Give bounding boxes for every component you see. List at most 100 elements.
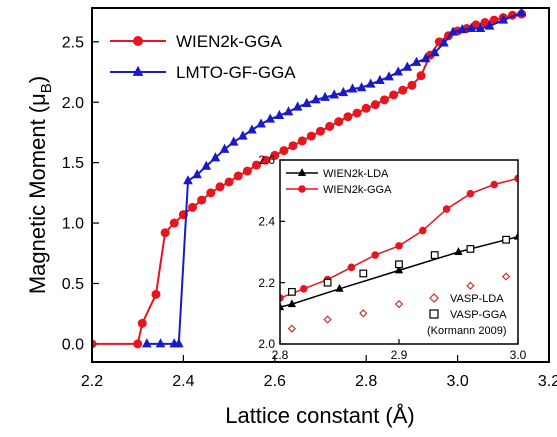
data-point-lmto-gf-gga [247,124,257,134]
data-point-lmto-gf-gga [301,97,312,107]
data-point-wien2k-gga [370,100,380,110]
data-point-wien2k-lda [287,299,297,308]
inset-legend-marker-wien2k-lda [297,168,307,176]
data-point-wien2k-gga [169,218,179,228]
data-point-vasp-lda [359,309,368,318]
data-point-wien2k-gga [252,160,262,170]
data-point-vasp-lda [466,281,475,290]
data-point-wien2k-gga [407,80,417,90]
data-point-lmto-gf-gga [183,175,193,185]
data-point-lmto-gf-gga [439,37,449,47]
data-point-wien2k-gga [490,180,499,189]
data-point-lmto-gf-gga [484,20,495,30]
main-plot-frame [91,7,550,363]
data-point-wien2k-gga [288,141,298,151]
data-point-lmto-gf-gga [265,113,276,123]
data-point-wien2k-gga [306,131,316,141]
y-tick-label: 1.0 [62,216,84,233]
data-point-wien2k-lda [280,302,285,311]
data-point-wien2k-lda [513,231,518,240]
inset-legend-label-wien2k-lda: WIEN2k-LDA [323,168,389,180]
data-point-wien2k-gga [197,195,207,205]
y-tick-label: 2.0 [258,337,275,351]
data-point-lmto-gf-gga [411,56,422,66]
data-point-lmto-gf-gga [155,338,166,348]
data-point-lmto-gf-gga [420,53,431,63]
data-point-lmto-gf-gga [457,24,467,34]
data-point-wien2k-gga [334,117,344,127]
data-point-wien2k-gga [419,226,427,235]
data-point-wien2k-gga [261,155,271,165]
y-tick-label: 0.5 [62,276,84,293]
data-point-wien2k-gga [371,251,380,259]
data-point-lmto-gf-gga [498,14,509,24]
inset-annotation: (Kormann 2009) [427,325,507,337]
data-point-wien2k-gga [352,108,362,118]
data-point-lmto-gf-gga [228,136,239,146]
data-point-wien2k-gga [133,339,143,349]
main-legend: WIEN2k-GGA LMTO-GF-GGA [110,32,296,82]
data-point-lmto-gf-gga [329,89,340,99]
data-point-wien2k-gga [300,285,308,293]
x-tick-label: 3.0 [446,373,468,390]
inset-legend-marker-vasp-lda [429,293,439,303]
legend-marker-lmto-gf-gga [132,65,144,76]
y-tick-label: 0.0 [62,336,84,353]
data-point-vasp-gga [430,251,439,259]
x-tick-label: 3.0 [510,348,527,362]
data-point-wien2k-gga [466,189,475,198]
data-point-wien2k-gga [215,182,225,192]
x-tick-label: 3.2 [538,373,557,390]
data-point-lmto-gf-gga [347,83,358,93]
data-point-lmto-gf-gga [338,86,349,97]
data-point-wien2k-gga [137,318,147,328]
series-line-lmto-gf-gga [146,11,522,345]
data-point-lmto-gf-gga [320,91,330,101]
y-axis-title-main: Magnetic Moment (μ [25,93,50,294]
y-tick-label: 2.0 [62,95,84,112]
data-point-wien2k-gga [233,171,243,181]
y-tick-label: 2.5 [62,34,84,51]
data-point-lmto-gf-gga [210,152,221,162]
data-point-vasp-gga [502,235,510,244]
data-point-lmto-gf-gga [274,109,285,120]
inset-plot-frame [279,159,519,345]
x-tick-label: 2.8 [272,348,289,362]
data-point-vasp-gga [466,245,475,253]
x-tick-label: 2.2 [81,373,103,390]
legend-marker-wien2k-gga [133,36,143,46]
data-point-lmto-gf-gga [142,338,152,348]
data-point-wien2k-gga [151,289,161,299]
legend-label-wien2k-gga: WIEN2k-GGA [176,32,282,51]
inset-axes: 2.8 2.9 3.0 2.0 2.2 2.4 2.6 [258,153,526,362]
data-point-lmto-gf-gga [237,130,248,140]
x-tick-label: 2.8 [355,373,377,390]
inset-legend-label-vasp-lda: VASP-LDA [450,293,504,305]
data-point-wien2k-gga [279,146,289,156]
x-axis-title: Lattice constant (Å) [225,403,415,428]
y-tick-label: 1.5 [62,155,84,172]
main-series [92,8,527,349]
data-point-vasp-gga [288,287,296,296]
data-point-lmto-gf-gga [292,101,303,111]
data-point-wien2k-gga [395,242,403,250]
data-point-wien2k-gga [160,228,170,238]
data-point-lmto-gf-gga [429,47,440,57]
x-tick-label: 2.4 [172,373,194,390]
data-point-lmto-gf-gga [174,338,184,348]
data-point-lmto-gf-gga [384,71,394,81]
data-point-vasp-lda [287,324,297,333]
inset-legend-marker-wien2k-gga [298,185,306,193]
data-point-lmto-gf-gga [201,160,212,170]
data-point-wien2k-gga [325,121,335,131]
x-tick-label: 2.9 [391,348,408,362]
data-point-wien2k-gga [347,263,356,272]
data-point-wien2k-gga [398,85,408,95]
data-point-wien2k-gga [316,126,325,136]
data-point-lmto-gf-gga [192,169,202,179]
main-axes: 2.2 2.4 2.6 2.8 3.0 3.2 0.0 0.5 1.0 1.5 2.0 2.5 [62,34,557,390]
data-point-wien2k-gga [297,136,307,146]
data-point-lmto-gf-gga [311,94,321,104]
data-point-lmto-gf-gga [516,8,527,17]
inset-legend: WIEN2k-LDA WIEN2k-GGA VASP-LDA VASP-GGA (Kor… [286,168,507,337]
